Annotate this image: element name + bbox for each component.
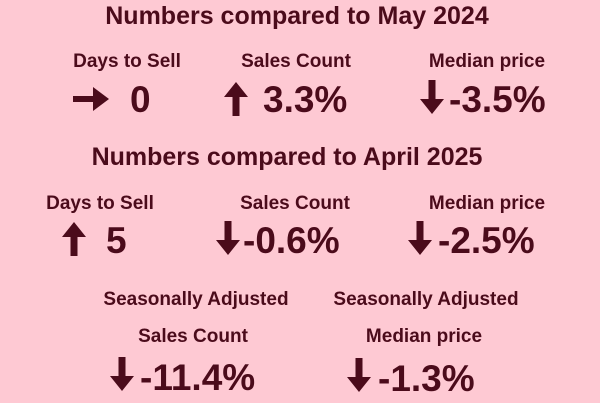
metric-value: 0	[130, 79, 151, 120]
metric-label: Sales Count	[240, 193, 350, 214]
metric-label: Sales Count	[138, 326, 248, 347]
metric-qualifier: Seasonally Adjusted	[103, 289, 288, 310]
metric-value: -1.3%	[378, 358, 475, 399]
metric-label: Days to Sell	[46, 193, 154, 214]
arrow-down	[420, 80, 444, 114]
metric-value: -3.5%	[449, 79, 546, 120]
arrow-down	[408, 221, 432, 255]
metric-value: 5	[106, 220, 127, 261]
metric-value: 3.3%	[263, 79, 347, 120]
metric-value: -0.6%	[243, 220, 340, 261]
section-title: Numbers compared to May 2024	[105, 2, 489, 30]
arrow-up	[62, 222, 86, 256]
metric-label: Median price	[429, 193, 545, 214]
metric-label: Median price	[429, 51, 545, 72]
metric-label: Days to Sell	[73, 51, 181, 72]
metric-qualifier: Seasonally Adjusted	[333, 289, 518, 310]
metric-label: Sales Count	[241, 51, 351, 72]
metric-value: -2.5%	[438, 220, 535, 261]
arrow-down	[347, 358, 371, 392]
arrow-down	[110, 357, 134, 391]
metric-label: Median price	[366, 326, 482, 347]
arrow-down	[216, 221, 240, 255]
arrow-right	[73, 87, 109, 111]
arrow-up	[224, 82, 248, 116]
section-title: Numbers compared to April 2025	[92, 143, 483, 171]
metric-value: -11.4%	[140, 357, 255, 398]
